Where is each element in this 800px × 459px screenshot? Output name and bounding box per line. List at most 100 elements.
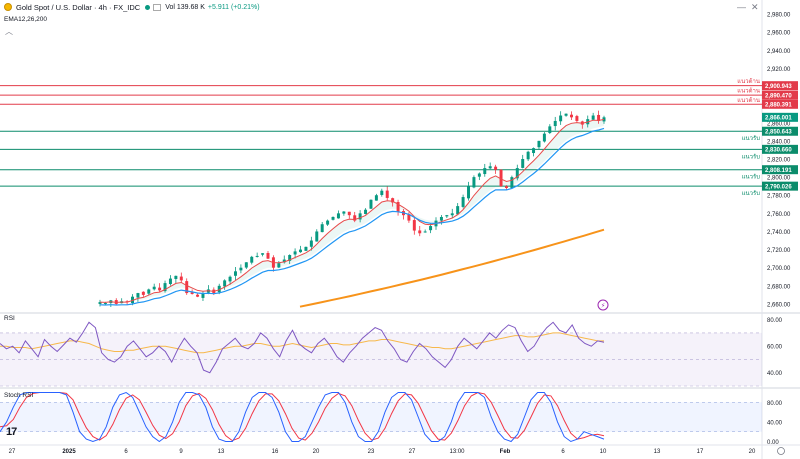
candle — [412, 220, 416, 231]
candle — [233, 271, 237, 276]
candle — [168, 278, 172, 285]
price-label-box — [762, 112, 798, 122]
candle — [304, 246, 308, 251]
flag-icon[interactable] — [153, 3, 162, 11]
price-axis: 2,660.00 2,680.00 2,700.00 2,720.00 2,740.00… — [762, 13, 798, 308]
time-tick-label: 10 — [600, 449, 607, 455]
candle — [309, 240, 313, 247]
candle — [504, 186, 508, 188]
rsi-tick-label: 40.00 — [767, 371, 783, 377]
price-tick-label: 2,660.00 — [767, 302, 791, 308]
candle — [575, 116, 579, 121]
candle — [320, 224, 324, 233]
price-tick-label: 2,760.00 — [767, 212, 791, 218]
candle — [532, 148, 536, 154]
candle — [141, 291, 145, 295]
candle — [163, 283, 167, 292]
candle — [385, 190, 389, 198]
candle — [439, 216, 443, 221]
price-label-box — [762, 90, 798, 100]
price-tick-label: 2,980.00 — [767, 13, 791, 19]
minimize-icon[interactable]: — — [737, 2, 746, 12]
candle — [158, 287, 162, 291]
candle — [374, 195, 378, 201]
candle — [255, 255, 259, 257]
price-tick-label: 2,840.00 — [767, 139, 791, 145]
price-tick-label: 2,920.00 — [767, 67, 791, 73]
rsi-label[interactable]: RSI — [4, 315, 15, 322]
ema200-line — [299, 228, 605, 308]
resistance-label: แนวต้าน — [737, 78, 760, 85]
price-tick-label: 2,740.00 — [767, 230, 791, 236]
candle — [277, 263, 281, 268]
collapse-chevron-icon[interactable]: ︿ — [5, 27, 13, 36]
stoch-tick-label: 80.00 — [767, 401, 783, 407]
candle — [244, 262, 248, 268]
price-tick-label: 2,860.00 — [767, 121, 791, 127]
ema-indicator-label[interactable]: EMA12,26,200 — [4, 16, 48, 23]
candle — [185, 281, 189, 294]
lightning-glyph: ⚡ — [601, 303, 606, 310]
time-tick-label: 20 — [749, 449, 756, 455]
price-label: 2,880.391 — [765, 102, 792, 108]
candle — [266, 252, 270, 259]
price-tick-label: 2,940.00 — [767, 49, 791, 55]
stoch-rsi-pane: 0.00 40.00 80.00 — [0, 391, 783, 446]
time-tick-label: 27 — [9, 449, 16, 455]
time-tick-label: 13 — [218, 449, 225, 455]
candle — [282, 259, 286, 263]
candle — [526, 151, 530, 160]
candle — [223, 280, 227, 287]
time-tick-label: 17 — [697, 449, 704, 455]
candle — [239, 267, 243, 271]
price-label-box — [762, 181, 798, 191]
price-tick-label: 2,820.00 — [767, 158, 791, 164]
close-icon[interactable]: ✕ — [751, 2, 759, 12]
candle — [521, 159, 525, 168]
candle — [499, 169, 503, 187]
candle — [293, 251, 297, 255]
candle — [407, 214, 411, 221]
candle — [152, 286, 156, 290]
candle — [369, 199, 373, 209]
candle — [315, 231, 319, 242]
price-tick-label: 2,700.00 — [767, 266, 791, 272]
price-tick-label: 2,720.00 — [767, 248, 791, 254]
price-tick-label: 2,960.00 — [767, 31, 791, 37]
candle — [494, 166, 498, 170]
candle — [336, 213, 340, 219]
candle — [597, 114, 601, 121]
candle — [429, 226, 433, 231]
candle — [569, 114, 573, 118]
price-label-box — [762, 99, 798, 109]
candle — [174, 275, 178, 279]
time-tick-label: 16 — [272, 449, 279, 455]
candle — [364, 209, 368, 214]
support-label: แนวรับ — [742, 135, 761, 142]
ema-cloud — [100, 119, 604, 303]
stoch-band — [0, 402, 762, 432]
rsi-line — [0, 321, 605, 374]
chart-header: Gold Spot / U.S. Dollar · 4h · FX_IDC Vo… — [0, 0, 260, 14]
candle — [353, 215, 357, 221]
resistance-label: แนวต้าน — [737, 88, 760, 95]
symbol-title[interactable]: Gold Spot / U.S. Dollar · 4h · FX_IDC — [16, 2, 141, 12]
candle — [228, 276, 232, 282]
candle — [250, 256, 254, 263]
candle — [467, 186, 471, 199]
support-label: แนวรับ — [742, 190, 761, 197]
stoch-k-line — [0, 391, 605, 443]
candle — [456, 206, 460, 215]
candle — [380, 190, 384, 195]
stoch-tick-label: 0.00 — [767, 440, 779, 446]
candle — [553, 120, 557, 127]
gold-coin-icon — [4, 3, 12, 11]
candle — [564, 113, 568, 116]
price-label-box — [762, 81, 798, 91]
candle — [217, 285, 221, 293]
price-label: 2,900.943 — [765, 84, 792, 90]
price-label: 2,808.191 — [765, 168, 792, 174]
stoch-rsi-label[interactable]: Stoch RSI — [4, 392, 34, 399]
candle — [510, 177, 514, 188]
time-tick-label: 13 — [654, 449, 661, 455]
